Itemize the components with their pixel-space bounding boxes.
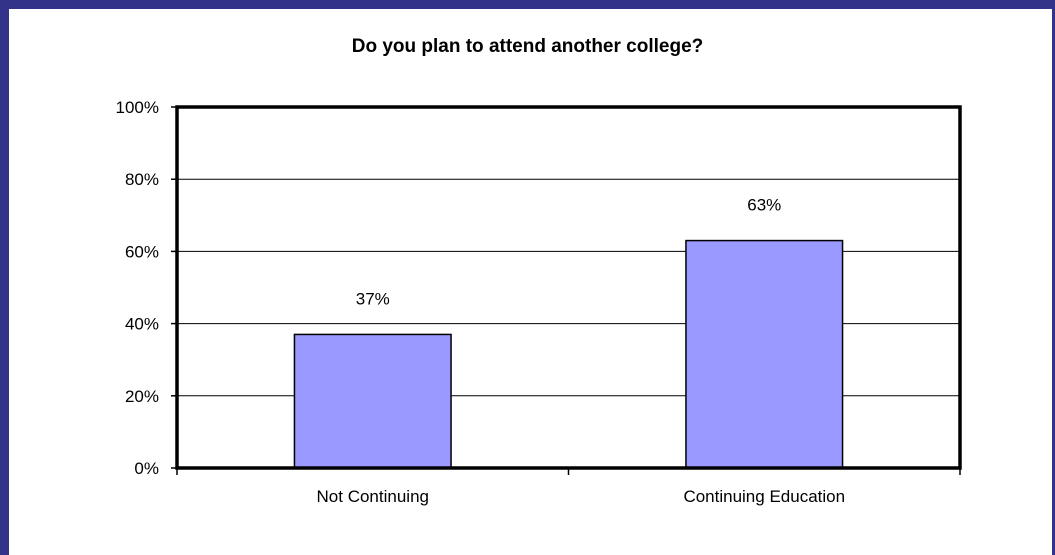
y-tick-label: 40%	[125, 315, 159, 334]
data-label: 37%	[356, 289, 390, 308]
plot-area-border	[175, 105, 962, 470]
data-label: 63%	[747, 196, 781, 215]
bar	[685, 239, 844, 469]
x-tick-label: Not Continuing	[317, 487, 429, 506]
y-tick-label: 0%	[134, 459, 159, 478]
y-tick-label: 80%	[125, 170, 159, 189]
y-tick-label: 60%	[125, 242, 159, 261]
y-tick-label: 100%	[116, 98, 159, 117]
y-tick-label: 20%	[125, 387, 159, 406]
x-tick-label: Continuing Education	[683, 487, 845, 506]
chart-title: Do you plan to attend another college?	[351, 36, 704, 57]
bar	[293, 333, 452, 469]
